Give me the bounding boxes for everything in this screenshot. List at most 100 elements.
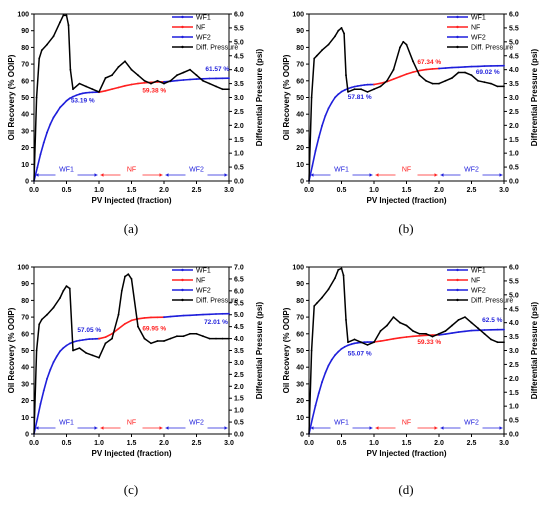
x-tick-label: 0.5 [62,440,72,447]
data-point [399,321,401,324]
data-point [85,352,87,354]
data-point [412,335,414,338]
y2-tick-label: 5.5 [509,278,519,285]
data-point [46,313,48,316]
panel-label: (a) [124,221,138,236]
data-point [366,344,369,346]
data-point [163,340,165,342]
data-point [221,337,224,340]
phase-label: WF1 [334,420,349,427]
legend-label: Diff. Pressure [471,45,513,52]
y2-tick-label: 4.0 [509,67,519,74]
data-point [418,334,421,337]
data-point [315,54,318,57]
data-point [65,344,68,347]
phase-arrowhead-right [94,173,98,177]
data-point [496,85,499,88]
data-point [311,418,314,420]
phase-arrowhead-right [94,426,98,430]
data-point [330,358,333,361]
data-point [470,329,473,332]
phase-label: WF2 [464,167,479,174]
data-point [347,91,349,93]
data-point [202,79,204,82]
data-point [215,337,217,340]
data-point [195,314,198,316]
value-annotation: 57.81 % [348,94,372,101]
data-point [169,79,172,82]
y-tick-label: 90 [296,281,304,288]
legend-marker [181,288,184,292]
phase-arrowhead-right [159,426,163,430]
phase-arrowhead-left [310,173,314,177]
data-point [379,85,382,88]
y-tick-label: 90 [21,28,29,35]
data-point [189,332,191,335]
value-annotation: 53.19 % [71,98,95,105]
data-point [363,84,366,86]
y-tick-label: 100 [17,265,29,272]
y-tick-label: 0 [300,179,304,186]
data-point [350,86,353,89]
legend-marker [456,45,459,49]
phase-label-bg [120,422,143,430]
data-point [425,334,427,337]
data-point [98,91,100,93]
data-point [321,125,323,127]
data-point [75,94,78,97]
data-point [340,90,343,93]
data-point [88,91,91,94]
data-point [334,35,336,38]
y2-tick-label: 1.0 [509,151,519,158]
data-point [143,337,146,340]
data-point [343,345,346,348]
data-point [42,389,45,392]
data-point [94,91,97,94]
phase-arrowhead-left [310,426,314,430]
data-point [104,77,107,79]
data-point [124,275,126,278]
data-point [208,337,211,340]
y-tick-label: 100 [292,12,304,19]
data-point [337,93,340,96]
data-point [392,316,395,318]
y2-tick-label: 5.0 [234,312,244,319]
panel-label: (d) [398,482,413,497]
x-tick-label: 1.5 [402,440,412,447]
y2-tick-label: 7.0 [234,265,244,272]
y2-tick-label: 0.0 [509,179,519,186]
phase-arrowhead-right [369,173,373,177]
data-point [46,131,48,134]
y2-axis-label: Differential Pressure (psi) [530,48,539,146]
data-point [330,101,333,104]
x-axis-label: PV Injected (fraction) [366,449,446,458]
x-tick-label: 1.5 [127,440,137,447]
y2-axis-label: Differential Pressure (psi) [255,301,264,399]
y-tick-label: 0 [25,432,29,439]
legend-label: WF2 [196,288,211,295]
y2-tick-label: 3.0 [509,348,519,355]
data-point [40,49,43,52]
x-tick-label: 0.5 [62,187,72,194]
data-point [457,319,460,321]
data-point [418,74,421,77]
data-point [137,325,139,328]
data-point [340,267,343,270]
data-point [52,306,55,309]
data-point [470,321,473,324]
data-point [490,82,492,85]
data-point [392,337,395,340]
phase-arrowhead-right [369,426,373,430]
y2-tick-label: 1.0 [234,151,244,158]
y2-axis-label: Differential Pressure (psi) [530,301,539,399]
x-axis-label: PV Injected (fraction) [91,449,171,458]
data-point [340,27,343,29]
phase-arrowhead-right [224,173,228,177]
y-tick-label: 60 [296,78,304,85]
x-tick-label: 1.0 [369,187,379,194]
y2-tick-label: 0.0 [234,432,244,439]
data-point [40,318,43,321]
y-tick-label: 40 [21,365,29,372]
legend-marker [456,278,459,282]
y-tick-label: 80 [296,298,304,305]
